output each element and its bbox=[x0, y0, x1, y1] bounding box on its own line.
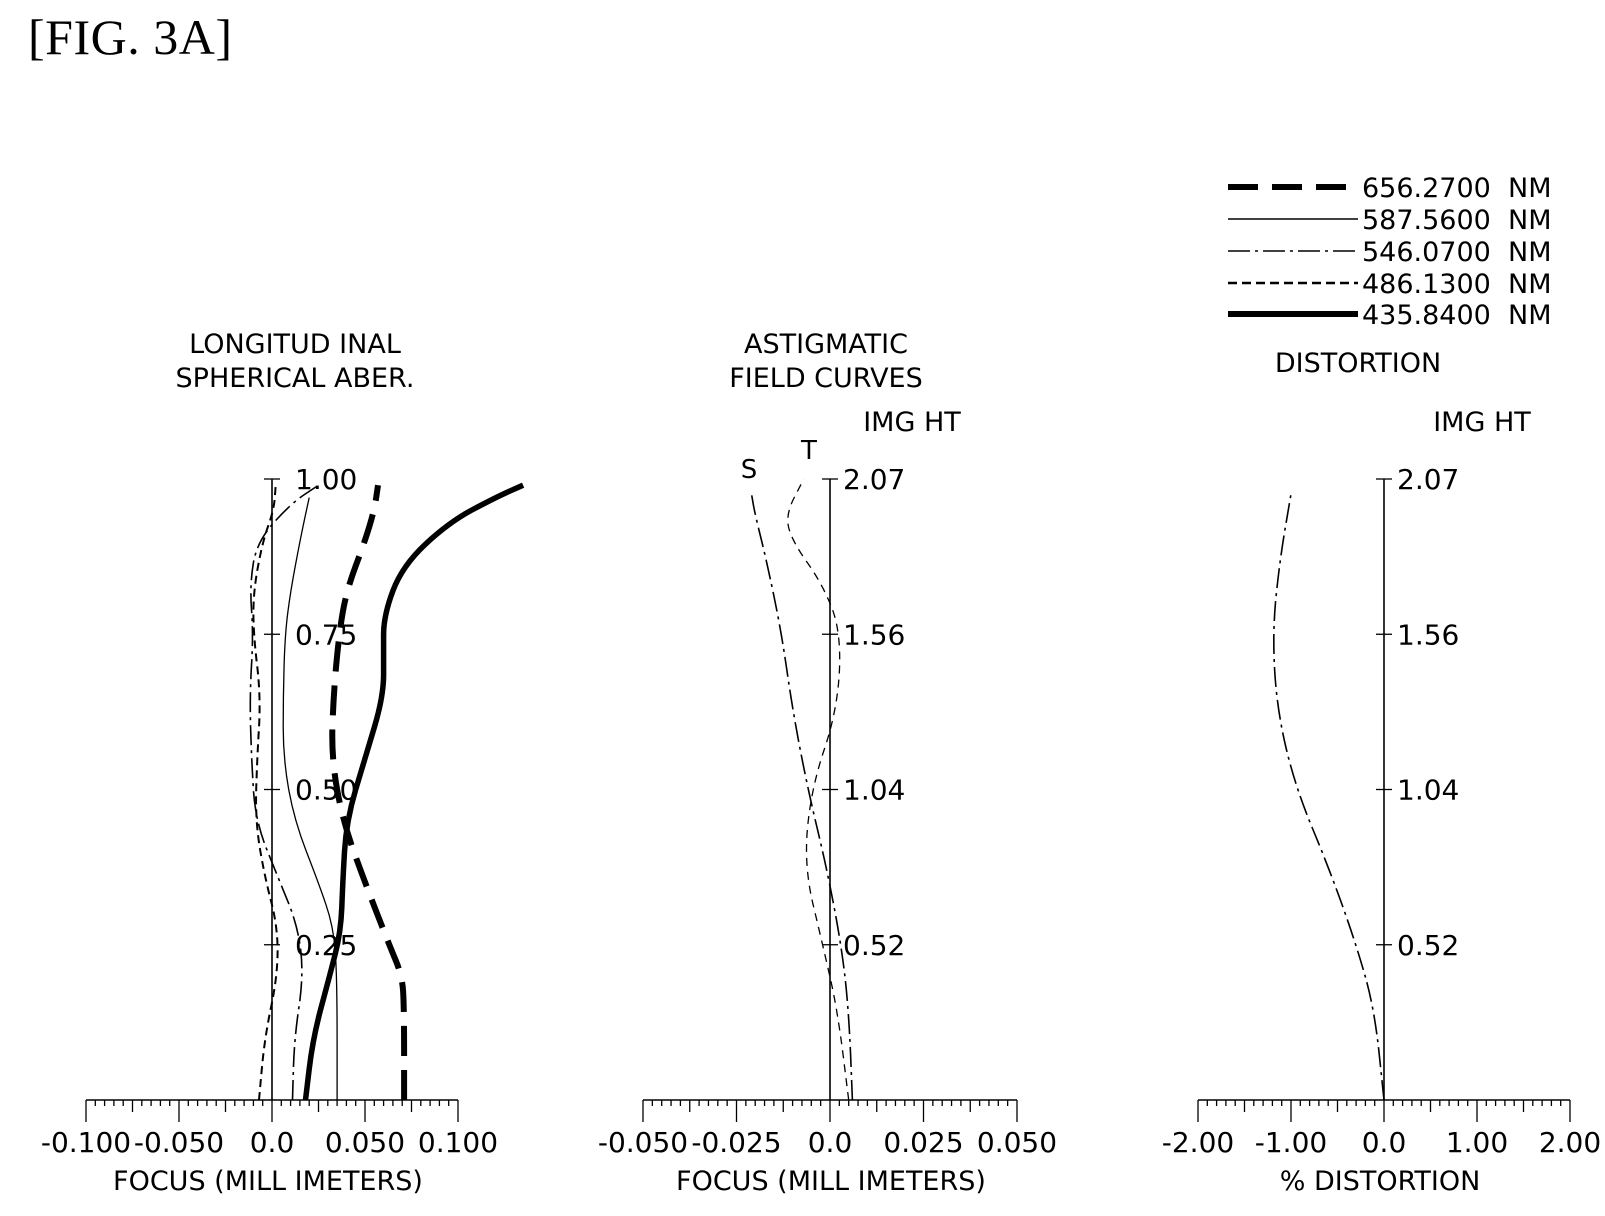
y-tick-label: 1.04 bbox=[1397, 774, 1459, 807]
series-line-distortion bbox=[1273, 493, 1385, 1101]
legend-label: 435.8400 NM bbox=[1362, 300, 1552, 331]
legend-item-656: 656.2700 NM bbox=[1228, 173, 1552, 204]
chart3-ylabel: IMG HT bbox=[1433, 407, 1531, 438]
y-tick-label: 0.52 bbox=[843, 929, 905, 962]
legend-item-435: 435.8400 NM bbox=[1228, 300, 1552, 331]
x-tick-label: -0.025 bbox=[691, 1126, 781, 1159]
legend-label: 486.1300 NM bbox=[1362, 269, 1552, 300]
x-tick-label: -0.100 bbox=[41, 1126, 131, 1159]
legend-item-486: 486.1300 NM bbox=[1228, 269, 1552, 300]
x-tick-label: 0.0 bbox=[250, 1126, 295, 1159]
series-label-s: S bbox=[741, 455, 758, 485]
chart2-xlabel: FOCUS (MILL IMETERS) bbox=[676, 1166, 986, 1197]
chart3-title: DISTORTION bbox=[1275, 348, 1441, 379]
x-tick-label: 2.00 bbox=[1539, 1126, 1601, 1159]
figure-label: [FIG. 3A] bbox=[28, 9, 233, 65]
y-tick-label: 1.56 bbox=[1397, 618, 1459, 651]
x-tick-label: -1.00 bbox=[1255, 1126, 1327, 1159]
x-tick-label: 1.00 bbox=[1446, 1126, 1508, 1159]
y-tick-label: 1.56 bbox=[843, 618, 905, 651]
chart2-title-line1: ASTIGMATIC bbox=[744, 329, 908, 360]
series-line-5875600-nm bbox=[282, 497, 338, 1100]
series-line-t bbox=[787, 478, 850, 1101]
legend-label: 546.0700 NM bbox=[1362, 237, 1552, 268]
x-tick-label: -0.050 bbox=[134, 1126, 224, 1159]
y-tick-label: 0.52 bbox=[1397, 929, 1459, 962]
y-tick-label: 1.00 bbox=[295, 463, 357, 496]
chart1-xlabel: FOCUS (MILL IMETERS) bbox=[113, 1166, 423, 1197]
chart2-title-line2: FIELD CURVES bbox=[729, 363, 923, 394]
series-line-4358400-nm bbox=[302, 482, 525, 1101]
series-label-t: T bbox=[800, 436, 817, 466]
x-tick-label: 0.050 bbox=[977, 1126, 1057, 1159]
y-tick-label: 1.04 bbox=[843, 774, 905, 807]
y-tick-label: 0.25 bbox=[295, 929, 357, 962]
series-line-5460700-nm bbox=[249, 484, 319, 1101]
legend-item-546: 546.0700 NM bbox=[1228, 237, 1552, 268]
legend-label: 656.2700 NM bbox=[1362, 173, 1552, 204]
x-tick-label: -2.00 bbox=[1162, 1126, 1234, 1159]
chart2-ylabel: IMG HT bbox=[863, 407, 961, 438]
x-tick-label: 0.050 bbox=[325, 1126, 405, 1159]
legend: 656.2700 NM 587.5600 NM 546.0700 NM 486.… bbox=[1228, 173, 1552, 331]
y-tick-label: 2.07 bbox=[1397, 463, 1459, 496]
series-line-s bbox=[750, 493, 854, 1101]
x-tick-label: 0.025 bbox=[883, 1126, 963, 1159]
chart1-title-line1: LONGITUD INAL bbox=[189, 329, 401, 360]
y-tick-label: 2.07 bbox=[843, 463, 905, 496]
x-tick-label: 0.0 bbox=[1362, 1126, 1407, 1159]
y-tick-label: 0.50 bbox=[295, 774, 357, 807]
x-tick-label: 0.0 bbox=[808, 1126, 853, 1159]
legend-label: 587.5600 NM bbox=[1362, 205, 1552, 236]
chart3-xlabel: % DISTORTION bbox=[1280, 1166, 1481, 1197]
chart1-title-line2: SPHERICAL ABER. bbox=[176, 363, 415, 394]
x-tick-label: -0.050 bbox=[598, 1126, 688, 1159]
series-line-4861300-nm bbox=[252, 485, 279, 1101]
y-tick-label: 0.75 bbox=[295, 618, 357, 651]
series-line-6562700-nm bbox=[329, 484, 408, 1100]
legend-item-587: 587.5600 NM bbox=[1228, 205, 1552, 236]
x-tick-label: 0.100 bbox=[418, 1126, 498, 1159]
